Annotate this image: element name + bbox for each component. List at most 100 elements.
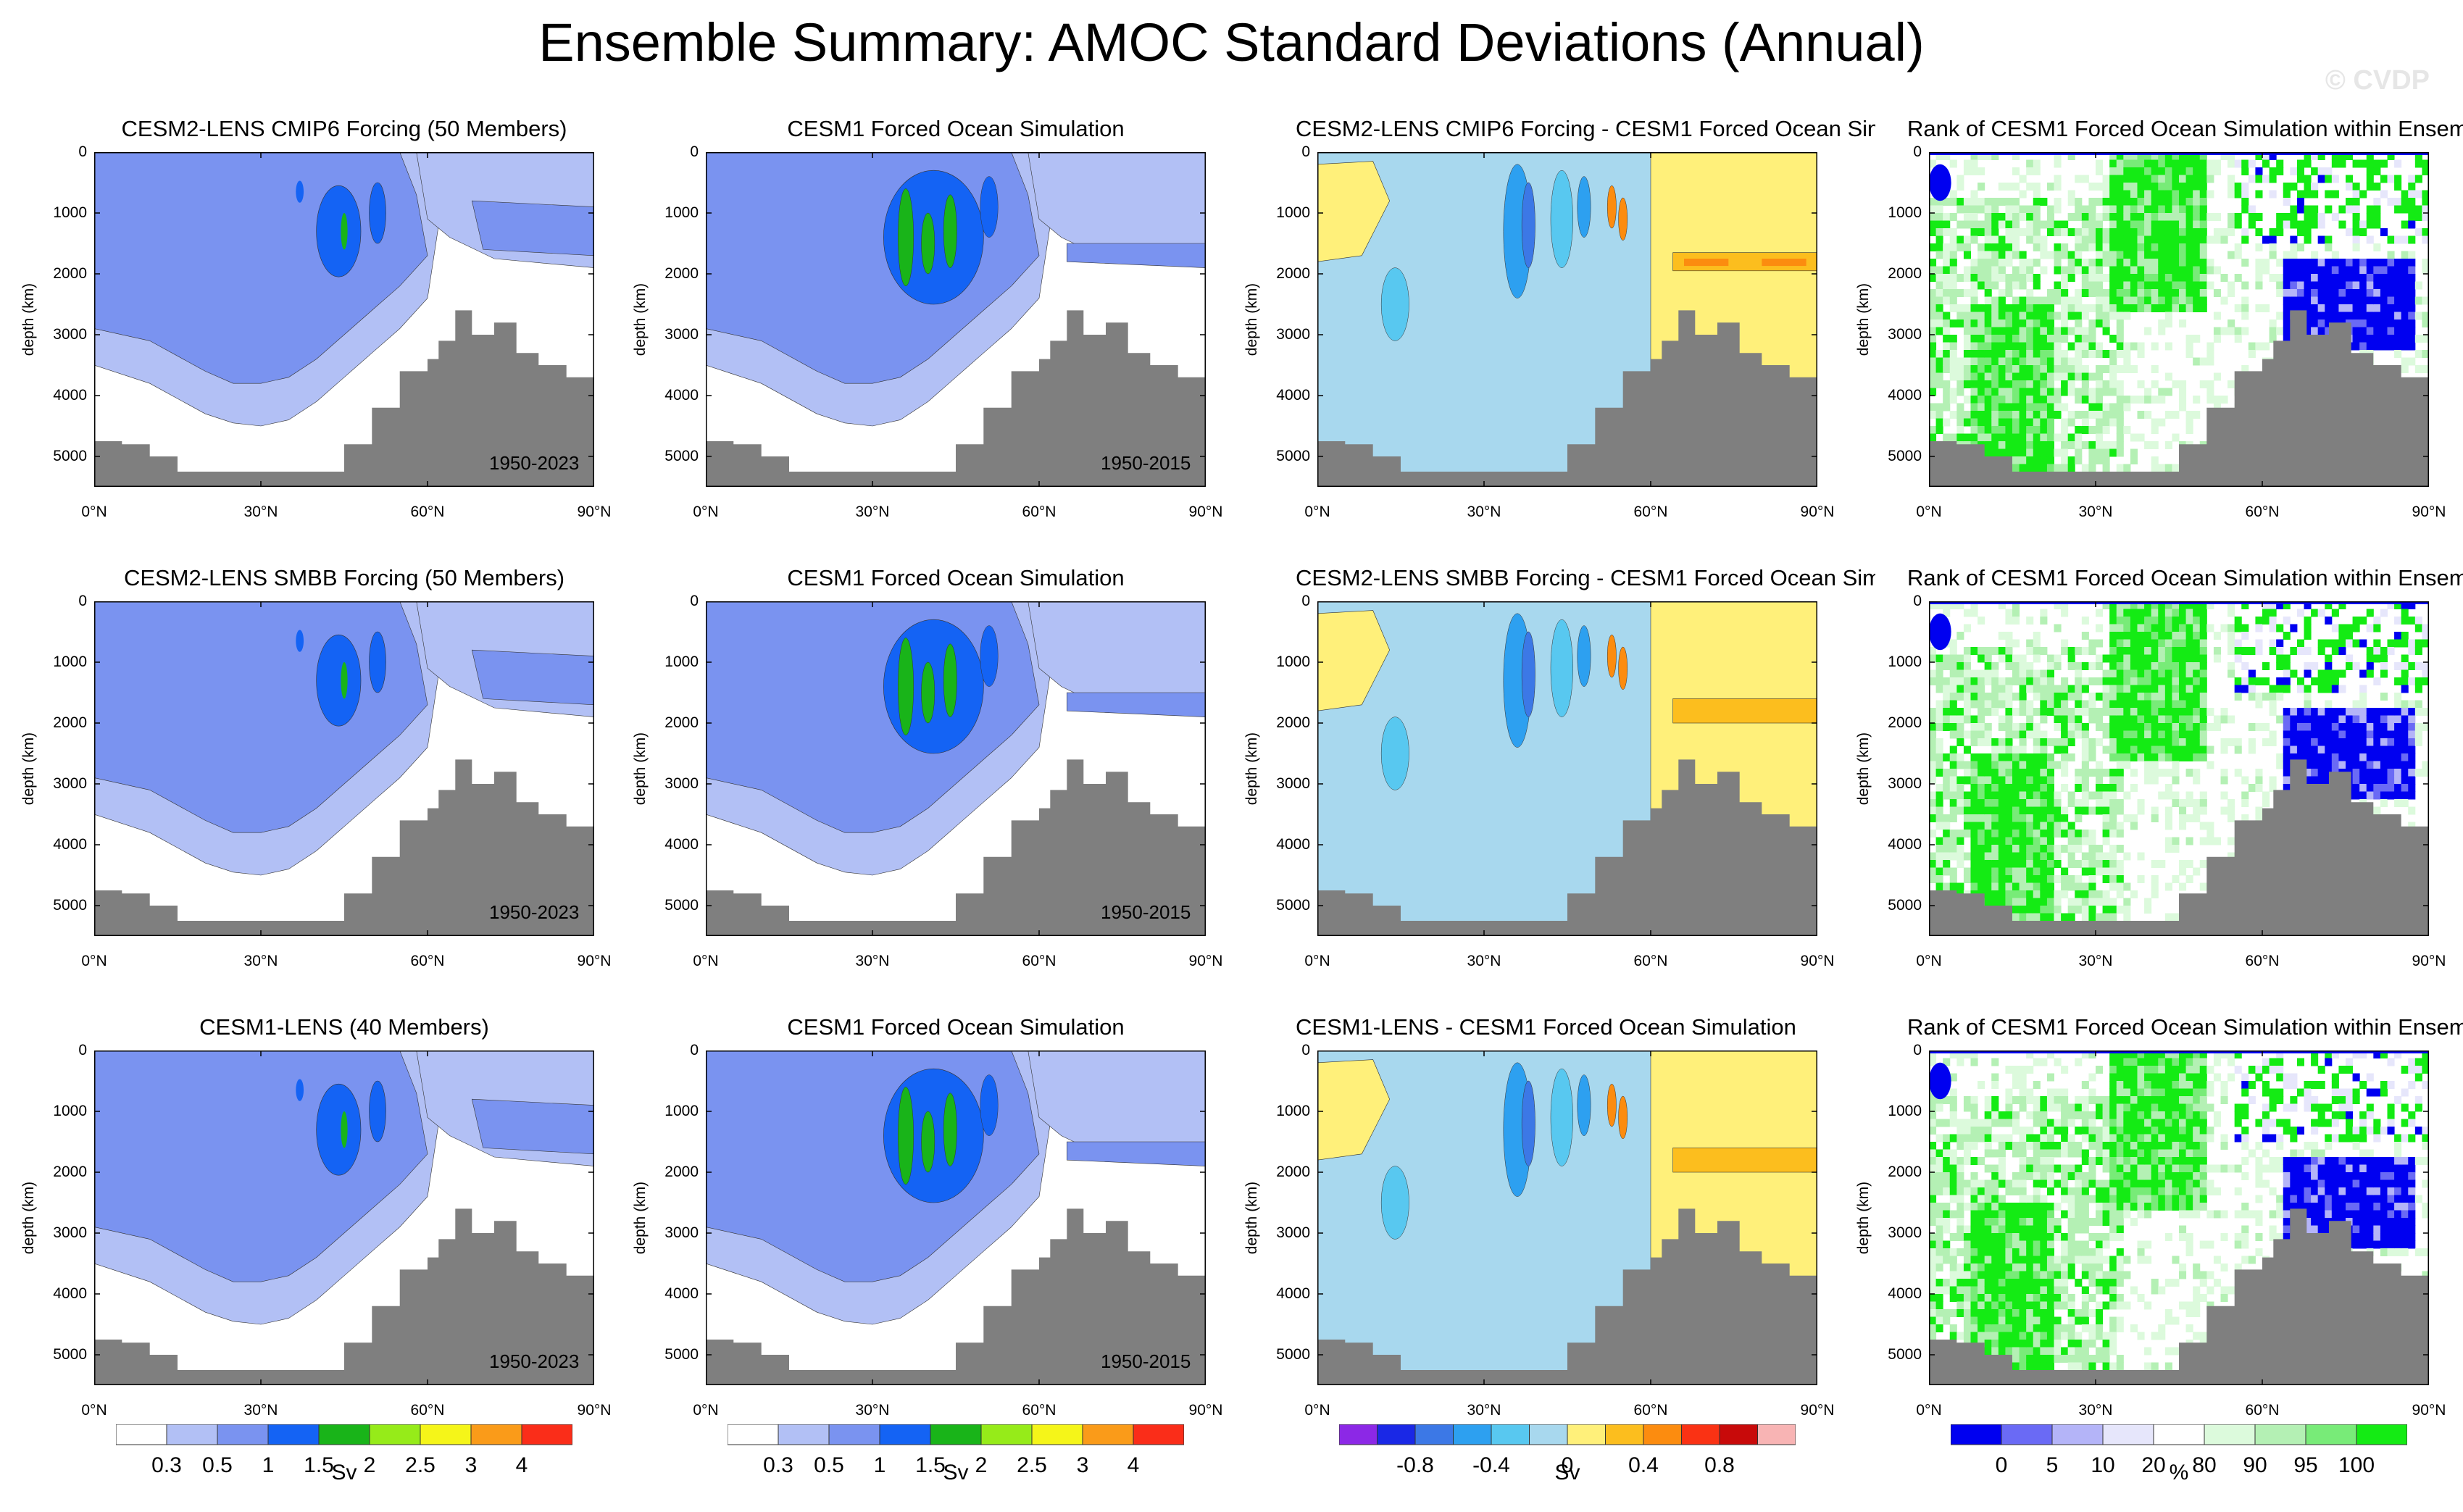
colorbar-sd-1 — [115, 1424, 573, 1445]
sd-core-north — [980, 625, 999, 687]
panel-r1c3-plot — [1317, 152, 1817, 487]
panel-r3c2-xtick: 60°N — [1022, 1402, 1057, 1419]
panel-r3c4-ytick: 0 — [1913, 1042, 1922, 1058]
panel-r2c1-xtick: 60°N — [410, 953, 445, 969]
panel-r3c4-ytick: 2000 — [1888, 1164, 1922, 1180]
colorbar-diff-swatch — [1529, 1424, 1568, 1445]
panel-r2c1-ytick: 3000 — [53, 775, 87, 792]
panel-r2c4-ytick: 3000 — [1888, 775, 1922, 792]
panel-r1c3-ytick: 3000 — [1276, 326, 1310, 343]
panel-r2c3-ytick: 3000 — [1276, 775, 1310, 792]
diff-negative-2 — [1550, 1068, 1573, 1166]
panel-r3c4-xtick: 30°N — [2078, 1402, 2113, 1419]
sd-north-0p5 — [1066, 243, 1206, 268]
panel-r1c2-ytick: 3000 — [664, 326, 699, 343]
panel-r3c1-xtick: 60°N — [410, 1402, 445, 1419]
colorbar-sd-1-swatch — [521, 1424, 573, 1445]
panel-r1c2-ytick: 2000 — [664, 265, 699, 282]
diff-positive-blob-0 — [1606, 634, 1617, 678]
panel-r3c2-ytick: 2000 — [664, 1164, 699, 1180]
panel-r2c2-ytick: 2000 — [664, 714, 699, 731]
diff-band-0p6 — [1684, 259, 1729, 267]
panel-r1c3-svg — [1317, 152, 1817, 487]
diff-band-0p4 — [1672, 1148, 1817, 1173]
colorbar-sd-1-label: 3 — [464, 1453, 478, 1477]
sd-core-north — [980, 176, 999, 238]
panel-r2c3-plot — [1317, 601, 1817, 936]
sd-core-green-1 — [921, 661, 935, 724]
panel-r1c3-ytick: 2000 — [1276, 265, 1310, 282]
diff-positive-blob-1 — [1618, 197, 1628, 241]
panel-r1c2-xtick: 0°N — [693, 504, 719, 520]
panel-r2c2-ytick: 0 — [690, 593, 699, 609]
panel-r2c2-ytick: 3000 — [664, 775, 699, 792]
panel-r2c4-ylabel: depth (km) — [1855, 732, 1872, 806]
panel-r3c3-xtick: 30°N — [1467, 1402, 1501, 1419]
colorbar-diff-swatch — [1681, 1424, 1720, 1445]
colorbar-rank-label: 10 — [2091, 1453, 2115, 1477]
panel-r1c4-xtick: 60°N — [2245, 504, 2280, 520]
panel-r2c3-ytick: 1000 — [1276, 653, 1310, 670]
rank-surface-line — [1929, 1051, 2429, 1053]
bathymetry-mask — [1317, 1208, 1817, 1385]
colorbar-sd-1-swatch — [166, 1424, 218, 1445]
colorbar-sd-1-box — [115, 1424, 573, 1450]
panel-r2c1-ytick: 2000 — [53, 714, 87, 731]
colorbar-rank — [1950, 1424, 2408, 1445]
panel-r1c2-ytick: 0 — [690, 143, 699, 160]
panel-r3c3-ytick: 5000 — [1276, 1346, 1310, 1363]
panel-r1c3-ytick: 0 — [1301, 143, 1310, 160]
panel-r3c3-xtick: 90°N — [1800, 1402, 1835, 1419]
rank-cells — [1929, 152, 2429, 487]
panel-r1c1-title: CESM2-LENS CMIP6 Forcing (50 Members) — [121, 116, 567, 141]
panel-r3c2-title: CESM1 Forced Ocean Simulation — [787, 1014, 1125, 1040]
panel-r3c2-period: 1950-2015 — [1101, 1350, 1191, 1372]
colorbar-sd-1-swatch — [267, 1424, 320, 1445]
panel-r3c3-ytick: 3000 — [1276, 1224, 1310, 1241]
panel-r1c1-svg — [94, 152, 594, 487]
panel-r1c4-ytick: 0 — [1913, 143, 1922, 160]
panel-r2c4-ytick: 4000 — [1888, 836, 1922, 853]
panel-r2c3-xtick: 0°N — [1304, 953, 1330, 969]
panel-r1c1-xtick: 60°N — [410, 504, 445, 520]
panel-r2c2-ytick: 5000 — [664, 897, 699, 914]
panel-r3c4-frame — [1929, 1051, 2429, 1385]
panel-r1c4-ytick: 3000 — [1888, 326, 1922, 343]
colorbar-sd-2-swatch — [1082, 1424, 1134, 1445]
panel-r1c1-ytick: 0 — [78, 143, 87, 160]
sd-core-green — [341, 1111, 348, 1148]
colorbar-diff-swatch — [1567, 1424, 1606, 1445]
diff-negative-south — [1380, 267, 1409, 341]
colorbar-diff-label: 0.8 — [1704, 1453, 1735, 1477]
panel-r3c4-xtick: 90°N — [2412, 1402, 2446, 1419]
colorbar-rank-label: 80 — [2192, 1453, 2217, 1477]
colorbar-rank-swatch — [2051, 1424, 2104, 1445]
sd-core-green — [341, 662, 348, 699]
panel-r3c2-ytick: 3000 — [664, 1224, 699, 1241]
panel-r2c3-xtick: 90°N — [1800, 953, 1835, 969]
colorbar-sd-2-label: 2.5 — [1017, 1453, 1047, 1477]
colorbar-sd-2-swatch — [727, 1424, 779, 1445]
panel-r1c1-ylabel: depth (km) — [20, 283, 37, 356]
panel-r3c2-xtick: 0°N — [693, 1402, 719, 1419]
diff-negative-3 — [1577, 625, 1591, 687]
rank-blob-south — [1929, 613, 1951, 651]
colorbar-sd-1-swatch — [115, 1424, 167, 1445]
diff-positive-blob-0 — [1606, 1083, 1617, 1127]
panel-r3c4-svg — [1929, 1051, 2429, 1385]
panel-r2c4-xtick: 90°N — [2412, 953, 2446, 969]
panel-r2c2-ytick: 4000 — [664, 836, 699, 853]
colorbar-sd-2-label: 1.5 — [915, 1453, 946, 1477]
panel-r2c1-frame — [94, 601, 594, 936]
colorbar-diff-label: -0.8 — [1396, 1453, 1434, 1477]
panel-r1c2-xtick: 30°N — [855, 504, 890, 520]
panel-r2c1-plot — [94, 601, 594, 936]
panel-r3c4-ytick: 1000 — [1888, 1103, 1922, 1119]
colorbar-sd-1-label: 1.5 — [304, 1453, 334, 1477]
panel-r2c4-ytick: 1000 — [1888, 653, 1922, 670]
panel-r1c3-xtick: 30°N — [1467, 504, 1501, 520]
panel-r1c1-xtick: 30°N — [243, 504, 278, 520]
colorbar-sd-1-unit: Sv — [331, 1461, 357, 1484]
panel-r3c1-ylabel: depth (km) — [20, 1181, 37, 1255]
bathymetry-mask — [94, 759, 594, 936]
